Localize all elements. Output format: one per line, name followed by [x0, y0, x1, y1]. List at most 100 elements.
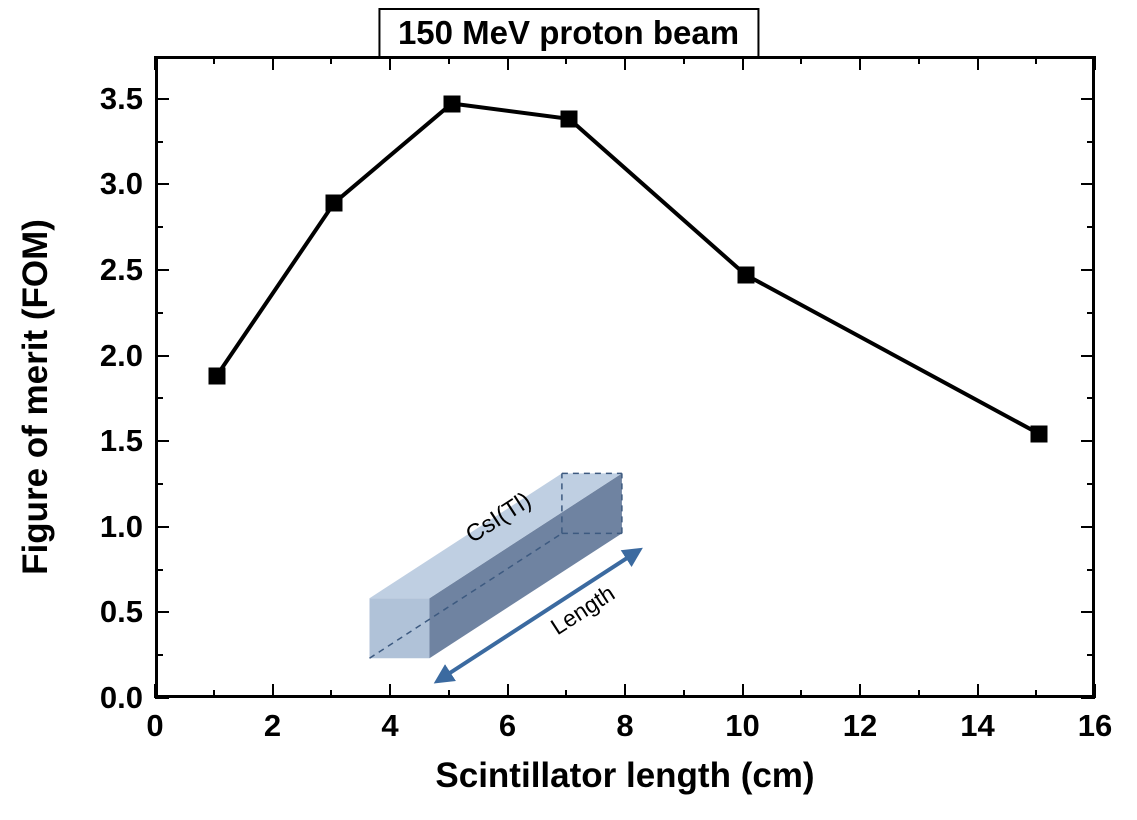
y-major-tick	[155, 440, 169, 442]
series-marker	[561, 110, 578, 127]
x-minor-tick	[1035, 690, 1037, 698]
y-tick-label: 1.5	[85, 423, 143, 459]
y-minor-tick	[155, 654, 163, 656]
x-tick-label: 10	[725, 708, 759, 744]
x-major-tick	[859, 684, 861, 698]
y-major-tick	[155, 697, 169, 699]
y-minor-tick	[155, 397, 163, 399]
y-major-tick-right	[1081, 269, 1095, 271]
x-major-tick	[624, 684, 626, 698]
length-arrow	[442, 553, 634, 678]
y-minor-tick	[155, 226, 163, 228]
chart-root: 150 MeV proton beam CsI(Tl)Length Scinti…	[0, 0, 1137, 820]
y-tick-label: 2.5	[85, 252, 143, 288]
x-minor-tick	[918, 690, 920, 698]
y-major-tick-right	[1081, 526, 1095, 528]
x-minor-tick	[448, 690, 450, 698]
x-major-tick-top	[507, 56, 509, 70]
x-minor-tick-top	[565, 56, 567, 64]
x-minor-tick	[213, 690, 215, 698]
y-minor-tick	[155, 483, 163, 485]
x-minor-tick-top	[1035, 56, 1037, 64]
y-tick-label: 2.0	[85, 338, 143, 374]
y-axis-label: Figure of merit (FOM)	[16, 219, 56, 575]
x-major-tick	[742, 684, 744, 698]
x-major-tick	[154, 684, 156, 698]
x-major-tick	[507, 684, 509, 698]
plot-svg	[158, 59, 1098, 701]
y-minor-tick	[155, 312, 163, 314]
y-minor-tick-right	[1087, 226, 1095, 228]
y-major-tick	[155, 355, 169, 357]
y-tick-label: 1.0	[85, 509, 143, 545]
x-tick-label: 16	[1078, 708, 1112, 744]
y-major-tick	[155, 183, 169, 185]
x-tick-label: 8	[616, 708, 633, 744]
inset-face	[370, 598, 430, 658]
x-tick-label: 12	[843, 708, 877, 744]
x-minor-tick-top	[800, 56, 802, 64]
x-minor-tick	[565, 690, 567, 698]
x-tick-label: 6	[499, 708, 516, 744]
x-major-tick-top	[977, 56, 979, 70]
y-tick-label: 3.0	[85, 166, 143, 202]
x-axis-label: Scintillator length (cm)	[435, 756, 814, 796]
x-minor-tick	[330, 690, 332, 698]
series-marker	[443, 95, 460, 112]
y-major-tick	[155, 98, 169, 100]
x-tick-label: 0	[146, 708, 163, 744]
y-major-tick	[155, 611, 169, 613]
y-minor-tick-right	[1087, 569, 1095, 571]
x-major-tick-top	[624, 56, 626, 70]
x-minor-tick	[800, 690, 802, 698]
x-tick-label: 4	[381, 708, 398, 744]
x-major-tick-top	[859, 56, 861, 70]
x-minor-tick-top	[918, 56, 920, 64]
y-major-tick-right	[1081, 697, 1095, 699]
y-major-tick-right	[1081, 440, 1095, 442]
y-tick-label: 0.5	[85, 594, 143, 630]
series-marker	[1031, 425, 1048, 442]
x-tick-label: 14	[960, 708, 994, 744]
y-minor-tick-right	[1087, 483, 1095, 485]
x-major-tick	[1094, 684, 1096, 698]
y-minor-tick	[155, 141, 163, 143]
y-minor-tick-right	[1087, 141, 1095, 143]
series-line	[217, 104, 1040, 434]
y-major-tick	[155, 526, 169, 528]
x-major-tick-top	[389, 56, 391, 70]
chart-title: 150 MeV proton beam	[378, 8, 759, 58]
inset-edge	[370, 533, 562, 658]
x-major-tick	[389, 684, 391, 698]
plot-area: CsI(Tl)Length	[155, 56, 1095, 698]
x-major-tick	[977, 684, 979, 698]
y-minor-tick-right	[1087, 654, 1095, 656]
x-major-tick-top	[154, 56, 156, 70]
x-minor-tick-top	[330, 56, 332, 64]
x-major-tick-top	[272, 56, 274, 70]
series-marker	[326, 194, 343, 211]
x-minor-tick-top	[683, 56, 685, 64]
y-major-tick	[155, 269, 169, 271]
y-minor-tick-right	[1087, 397, 1095, 399]
chart-title-text: 150 MeV proton beam	[398, 14, 739, 51]
y-minor-tick-right	[1087, 312, 1095, 314]
x-minor-tick	[683, 690, 685, 698]
series-marker	[208, 367, 225, 384]
inset-length-label: Length	[546, 579, 620, 640]
x-tick-label: 2	[264, 708, 281, 744]
series-marker	[737, 266, 754, 283]
y-major-tick-right	[1081, 355, 1095, 357]
y-tick-label: 3.5	[85, 81, 143, 117]
x-major-tick-top	[1094, 56, 1096, 70]
y-major-tick-right	[1081, 611, 1095, 613]
y-major-tick-right	[1081, 183, 1095, 185]
inset-material-label: CsI(Tl)	[461, 487, 537, 550]
x-minor-tick-top	[213, 56, 215, 64]
x-minor-tick-top	[448, 56, 450, 64]
y-minor-tick	[155, 569, 163, 571]
y-tick-label: 0.0	[85, 680, 143, 716]
x-major-tick	[272, 684, 274, 698]
y-major-tick-right	[1081, 98, 1095, 100]
x-major-tick-top	[742, 56, 744, 70]
